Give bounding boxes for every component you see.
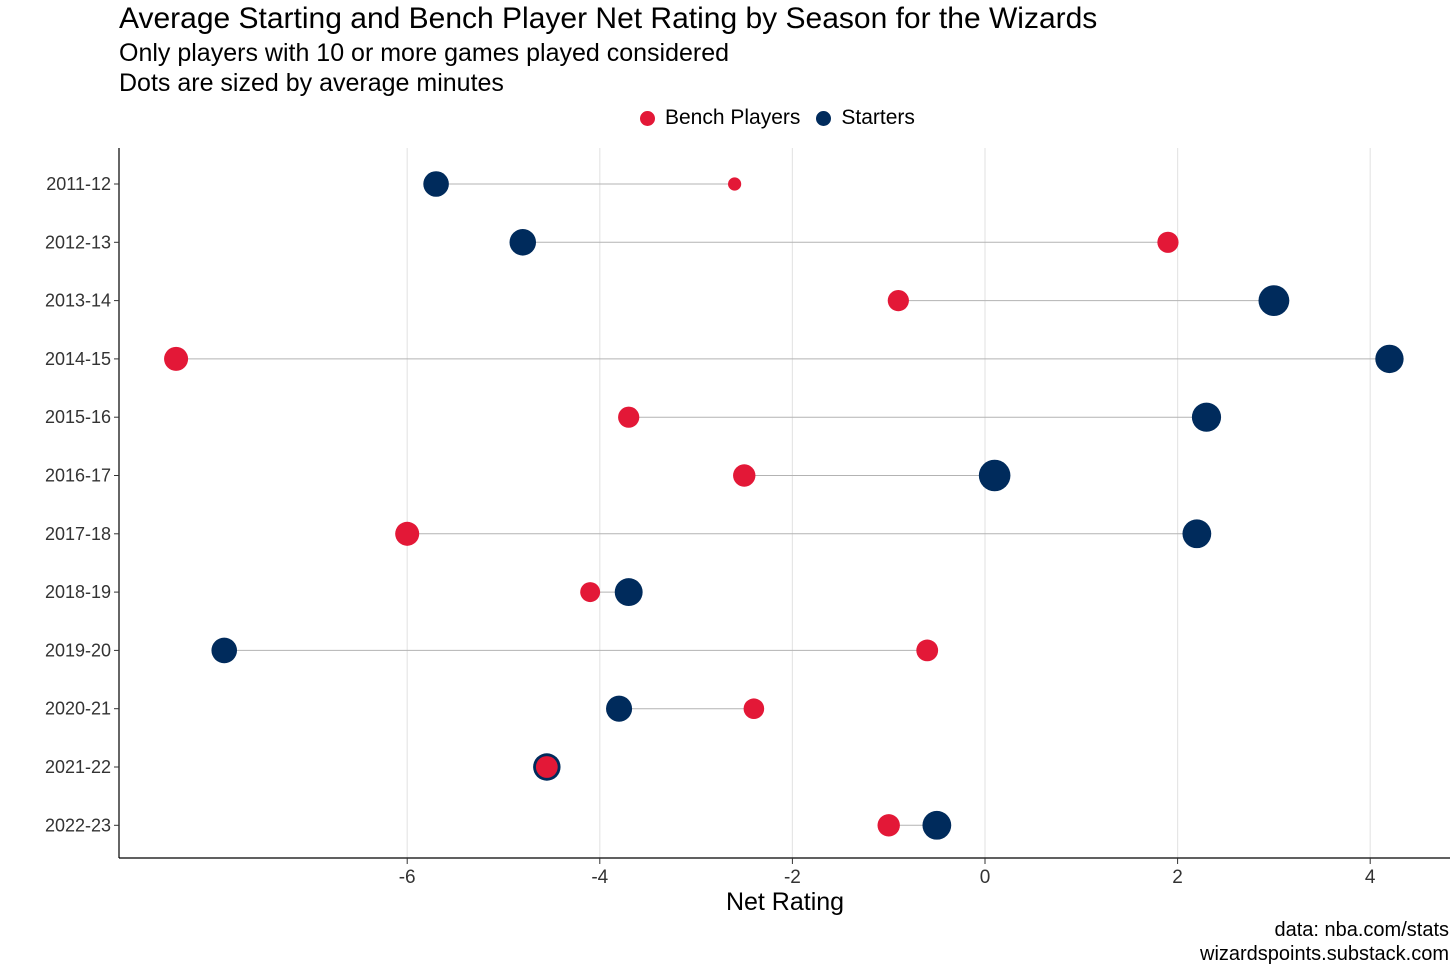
starter-point-5 (978, 459, 1011, 492)
legend-item-starters: Starters (816, 106, 915, 130)
y-tick-label-0: 2011-12 (46, 174, 111, 194)
starter-point-0 (423, 171, 449, 197)
y-tick-label-9: 2020-21 (45, 699, 111, 719)
y-tick-label-3: 2014-15 (45, 349, 111, 369)
legend-swatch-bench (640, 110, 655, 126)
legend-label-starters: Starters (841, 106, 915, 129)
bench-point-6 (395, 521, 420, 546)
starter-point-4 (1191, 402, 1222, 432)
bench-point-5 (733, 464, 756, 487)
bench-point-10 (535, 756, 558, 778)
y-tick-label-4: 2015-16 (45, 407, 111, 427)
x-axis-title: Net Rating (726, 888, 844, 916)
y-tick-label-11: 2022-23 (45, 815, 111, 835)
starter-point-11 (922, 810, 952, 840)
starter-point-2 (1258, 285, 1290, 317)
y-tick-label-6: 2017-18 (45, 524, 111, 544)
legend-label-bench: Bench Players (665, 106, 801, 129)
starter-point-6 (1182, 519, 1212, 549)
x-tick-label-5: 4 (1365, 867, 1376, 888)
x-tick-label-4: 2 (1172, 867, 1183, 888)
x-tick-label-2: -2 (784, 867, 801, 888)
bench-point-8 (916, 639, 939, 662)
starter-point-8 (211, 637, 238, 664)
bench-point-7 (580, 582, 601, 603)
y-tick-label-1: 2012-13 (45, 232, 111, 252)
bench-point-11 (877, 814, 900, 837)
bench-point-9 (743, 698, 765, 719)
x-tick-label-1: -4 (591, 867, 608, 888)
bench-point-0 (728, 177, 742, 191)
chart-title: Average Starting and Bench Player Net Ra… (119, 2, 1098, 35)
bench-point-4 (618, 406, 640, 428)
y-tick-label-5: 2016-17 (45, 466, 111, 486)
legend: Bench Players Starters (640, 106, 931, 130)
chart-subtitle-1: Only players with 10 or more games playe… (119, 39, 730, 67)
legend-item-bench: Bench Players (640, 106, 800, 130)
caption-site: wizardspoints.substack.com (1200, 943, 1449, 965)
y-tick-label-7: 2018-19 (45, 582, 111, 602)
y-tick-label-10: 2021-22 (45, 757, 111, 777)
bench-point-3 (164, 346, 189, 371)
starter-point-1 (509, 229, 537, 256)
x-tick-label-0: -6 (399, 867, 416, 888)
y-tick-label-8: 2019-20 (45, 640, 111, 660)
legend-swatch-starters (816, 110, 832, 126)
starter-point-9 (606, 695, 633, 722)
starter-point-3 (1375, 344, 1404, 374)
bench-point-1 (1157, 231, 1179, 253)
x-tick-label-3: 0 (980, 867, 991, 888)
chart-subtitle-2: Dots are sized by average minutes (119, 69, 504, 97)
starter-point-7 (614, 578, 643, 607)
y-tick-label-2: 2013-14 (45, 291, 111, 311)
caption-source: data: nba.com/stats (1274, 919, 1449, 941)
bench-point-2 (887, 289, 909, 312)
